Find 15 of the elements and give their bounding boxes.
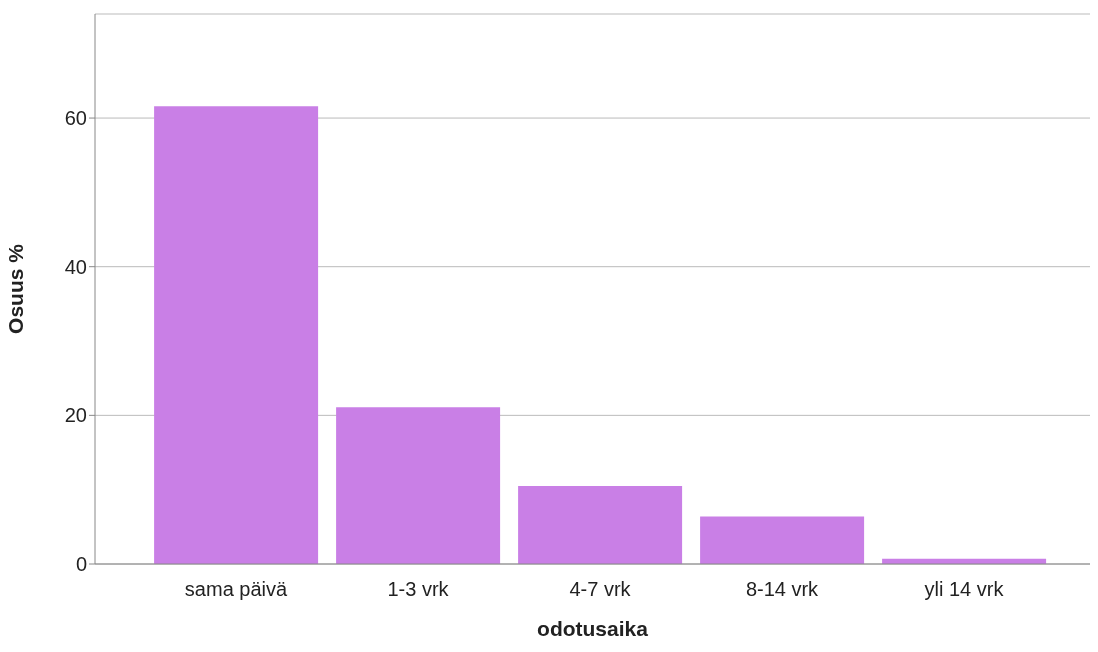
x-tick-label: yli 14 vrk: [924, 578, 1005, 601]
bar: [154, 106, 319, 564]
y-tick-label: 60: [64, 107, 87, 130]
bar: [336, 407, 501, 564]
y-tick-label: 40: [64, 255, 87, 278]
bar: [518, 485, 683, 564]
y-axis-title: Osuus %: [4, 243, 28, 334]
x-tick-label: 8-14 vrk: [745, 578, 820, 601]
y-tick-label: 0: [75, 553, 87, 576]
x-tick-label: sama päivä: [184, 578, 289, 601]
x-tick-label: 1-3 vrk: [387, 578, 450, 601]
bar: [700, 516, 865, 564]
x-axis-title: odotusaika: [537, 617, 649, 640]
y-tick-label: 20: [64, 404, 87, 427]
x-tick-label: 4-7 vrk: [569, 578, 632, 601]
